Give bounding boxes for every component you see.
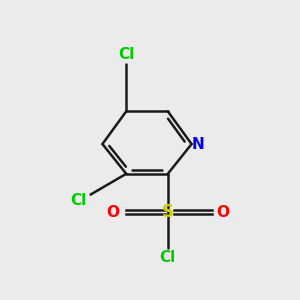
Text: S: S	[162, 203, 174, 221]
Text: Cl: Cl	[160, 250, 176, 265]
Text: O: O	[106, 205, 119, 220]
Text: Cl: Cl	[118, 47, 134, 62]
Text: N: N	[192, 136, 205, 152]
Text: Cl: Cl	[70, 193, 87, 208]
Text: O: O	[216, 205, 229, 220]
